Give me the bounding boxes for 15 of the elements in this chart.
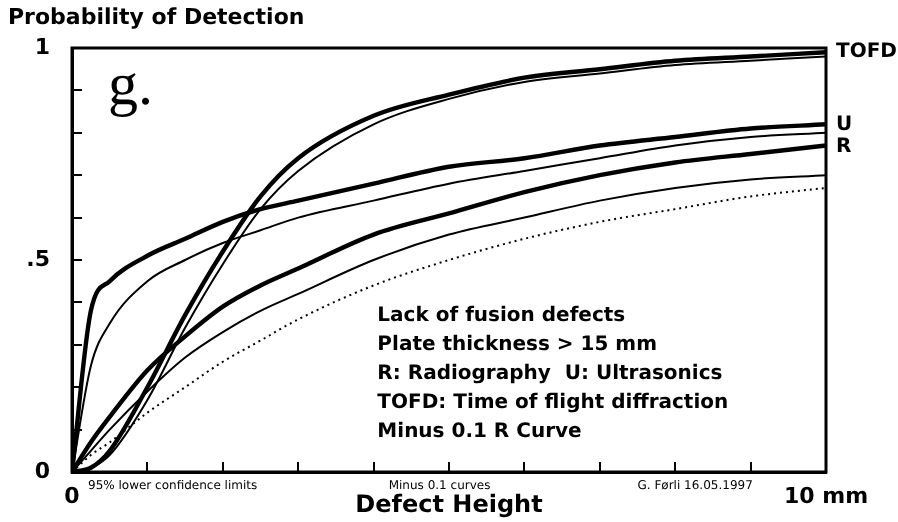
chart-title: Probability of Detection xyxy=(8,3,305,30)
series-label: R xyxy=(836,135,852,158)
y-tick-label: 0 xyxy=(34,457,51,484)
x-axis-title: Defect Height xyxy=(355,490,544,519)
y-tick-label: .5 xyxy=(26,245,50,272)
annotation: Lack of fusion defects xyxy=(377,305,626,328)
annotation: R: Radiography U: Ultrasonics xyxy=(377,363,723,386)
annotation: TOFD: Time of flight diffraction xyxy=(377,392,729,415)
annotation: Minus 0.1 R Curve xyxy=(377,421,583,444)
annotation: g. xyxy=(108,51,153,118)
series-label: U xyxy=(836,113,853,136)
y-tick-label: 1 xyxy=(34,33,50,60)
x-tick-label: 10 mm xyxy=(783,482,869,509)
series-label: TOFD xyxy=(836,41,897,64)
annotation: Plate thickness > 15 mm xyxy=(377,334,658,357)
